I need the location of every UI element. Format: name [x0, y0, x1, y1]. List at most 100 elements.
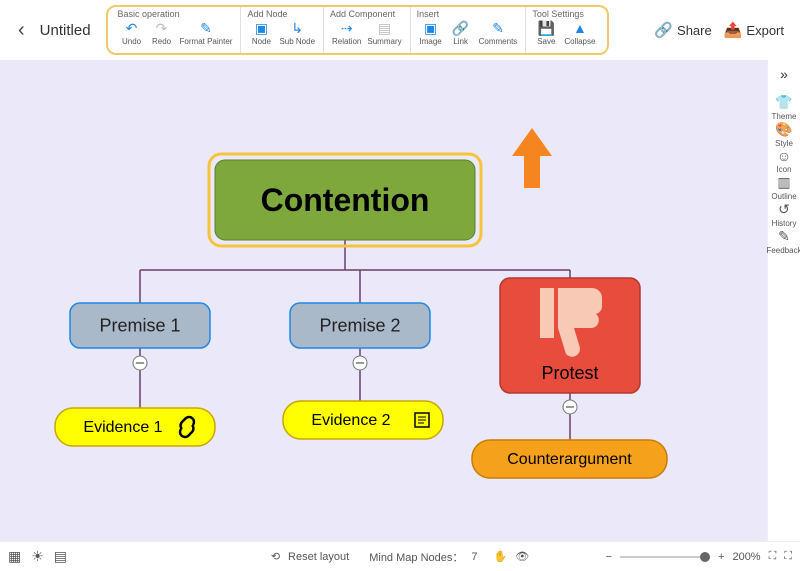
comments-icon: ✎: [492, 20, 504, 36]
style-icon: 🎨: [775, 121, 792, 138]
outline-icon: ▥: [777, 174, 790, 191]
tool-relation[interactable]: ⇢Relation: [330, 20, 363, 46]
history-icon: ↺: [778, 201, 790, 218]
side-label: Feedback: [766, 246, 800, 255]
tool-label: Undo: [122, 37, 141, 46]
save-icon: 💾: [538, 20, 555, 36]
node-count-label: Mind Map Nodes：: [369, 549, 463, 565]
svg-text:Premise 1: Premise 1: [99, 316, 180, 336]
callout-arrow: [512, 128, 552, 188]
svg-text:Protest: Protest: [541, 363, 598, 383]
tool-link[interactable]: 🔗Link: [447, 20, 475, 46]
fullscreen-icon[interactable]: ⛶: [784, 550, 792, 563]
side-history[interactable]: ↺History: [766, 201, 800, 228]
export-button[interactable]: 📤Export: [724, 21, 784, 39]
node-icon: ▣: [255, 20, 268, 36]
tool-sub-node[interactable]: ↳Sub Node: [277, 20, 317, 46]
export-icon: 📤: [724, 21, 743, 39]
brightness-icon[interactable]: ☀: [31, 548, 44, 565]
theme-icon: 👕: [775, 94, 792, 111]
tool-summary[interactable]: ▤Summary: [365, 20, 403, 46]
share-label: Share: [677, 23, 712, 38]
canvas[interactable]: Contention Premise 1 Evidence 1 Premise 2 Ev…: [0, 60, 767, 541]
svg-text:Evidence 2: Evidence 2: [311, 412, 390, 429]
reset-layout-label[interactable]: Reset layout: [288, 551, 349, 563]
tool-save[interactable]: 💾Save: [532, 20, 560, 46]
icon-icon: ☺: [777, 148, 791, 164]
format-painter-icon: ✎: [200, 20, 212, 36]
zoom-in-button[interactable]: +: [718, 551, 724, 563]
tool-node[interactable]: ▣Node: [247, 20, 275, 46]
tool-image[interactable]: ▣Image: [417, 20, 445, 46]
fit-screen-icon[interactable]: ⛶: [769, 550, 777, 563]
side-label: Theme: [772, 112, 797, 121]
tool-undo[interactable]: ↶Undo: [118, 20, 146, 46]
tool-label: Comments: [479, 37, 518, 46]
tool-group-title: Add Node: [247, 9, 317, 19]
sub-node-icon: ↳: [291, 20, 303, 36]
zoom-value: 200%: [732, 551, 760, 563]
feedback-icon: ✎: [778, 228, 790, 245]
tool-group: Basic operation↶Undo↷Redo✎Format Painter: [112, 7, 242, 53]
summary-icon: ▤: [378, 20, 391, 36]
tool-group: Tool Settings💾Save▲Collapse: [526, 7, 603, 53]
tool-group-title: Tool Settings: [532, 9, 597, 19]
tool-group-title: Add Component: [330, 9, 404, 19]
svg-text:Counterargument: Counterargument: [507, 451, 632, 468]
tool-group: Insert▣Image🔗Link✎Comments: [411, 7, 527, 53]
link-icon: 🔗: [452, 20, 469, 36]
side-label: Icon: [776, 165, 791, 174]
side-outline[interactable]: ▥Outline: [766, 174, 800, 201]
tool-redo[interactable]: ↷Redo: [148, 20, 176, 46]
tool-group-title: Insert: [417, 9, 520, 19]
side-feedback[interactable]: ✎Feedback: [766, 228, 800, 255]
tool-label: Link: [453, 37, 468, 46]
svg-text:Premise 2: Premise 2: [319, 316, 400, 336]
redo-icon: ↷: [156, 20, 168, 36]
back-button[interactable]: ‹: [8, 19, 35, 42]
collapse-icon: ▲: [573, 20, 587, 36]
toolbar: Basic operation↶Undo↷Redo✎Format Painter…: [106, 5, 610, 55]
tool-label: Sub Node: [279, 37, 315, 46]
bottom-bar: ▦ ☀ ▤ ⟲ Reset layout Mind Map Nodes： 7 ✋…: [0, 541, 800, 571]
side-panel: » 👕Theme🎨Style☺Icon▥Outline↺History✎Feed…: [767, 60, 800, 541]
image-icon: ▣: [424, 20, 437, 36]
undo-icon: ↶: [126, 20, 138, 36]
grid-toggle-icon[interactable]: ▦: [8, 548, 21, 565]
tool-label: Format Painter: [180, 37, 233, 46]
tool-label: Save: [537, 37, 555, 46]
svg-text:Contention: Contention: [261, 182, 430, 218]
side-icon[interactable]: ☺Icon: [766, 148, 800, 174]
tool-label: Node: [252, 37, 271, 46]
tool-comments[interactable]: ✎Comments: [477, 20, 520, 46]
relation-icon: ⇢: [341, 20, 353, 36]
zoom-slider[interactable]: [620, 556, 710, 558]
node-count-value: 7: [471, 551, 477, 563]
doc-title[interactable]: Untitled: [40, 22, 91, 39]
side-label: Outline: [771, 192, 796, 201]
svg-text:Evidence 1: Evidence 1: [83, 419, 162, 436]
hand-tool-icon[interactable]: ✋: [493, 550, 507, 563]
tool-group-title: Basic operation: [118, 9, 235, 19]
share-icon: 🔗: [654, 21, 673, 39]
side-label: Style: [775, 139, 793, 148]
export-label: Export: [746, 23, 784, 38]
collapse-panel-button[interactable]: »: [780, 66, 788, 82]
tool-group: Add Node▣Node↳Sub Node: [241, 7, 324, 53]
side-label: History: [772, 219, 797, 228]
layers-icon[interactable]: ▤: [54, 548, 67, 565]
tool-label: Relation: [332, 37, 361, 46]
tool-label: Collapse: [564, 37, 595, 46]
eye-tool-icon[interactable]: 👁: [515, 550, 529, 563]
tool-label: Redo: [152, 37, 171, 46]
tool-label: Summary: [367, 37, 401, 46]
tool-format-painter[interactable]: ✎Format Painter: [178, 20, 235, 46]
share-button[interactable]: 🔗 Share: [654, 21, 711, 39]
tool-label: Image: [420, 37, 442, 46]
side-style[interactable]: 🎨Style: [766, 121, 800, 148]
tool-group: Add Component⇢Relation▤Summary: [324, 7, 411, 53]
side-theme[interactable]: 👕Theme: [766, 94, 800, 121]
reset-layout-icon[interactable]: ⟲: [271, 550, 280, 563]
zoom-out-button[interactable]: −: [606, 551, 612, 563]
tool-collapse[interactable]: ▲Collapse: [562, 20, 597, 46]
